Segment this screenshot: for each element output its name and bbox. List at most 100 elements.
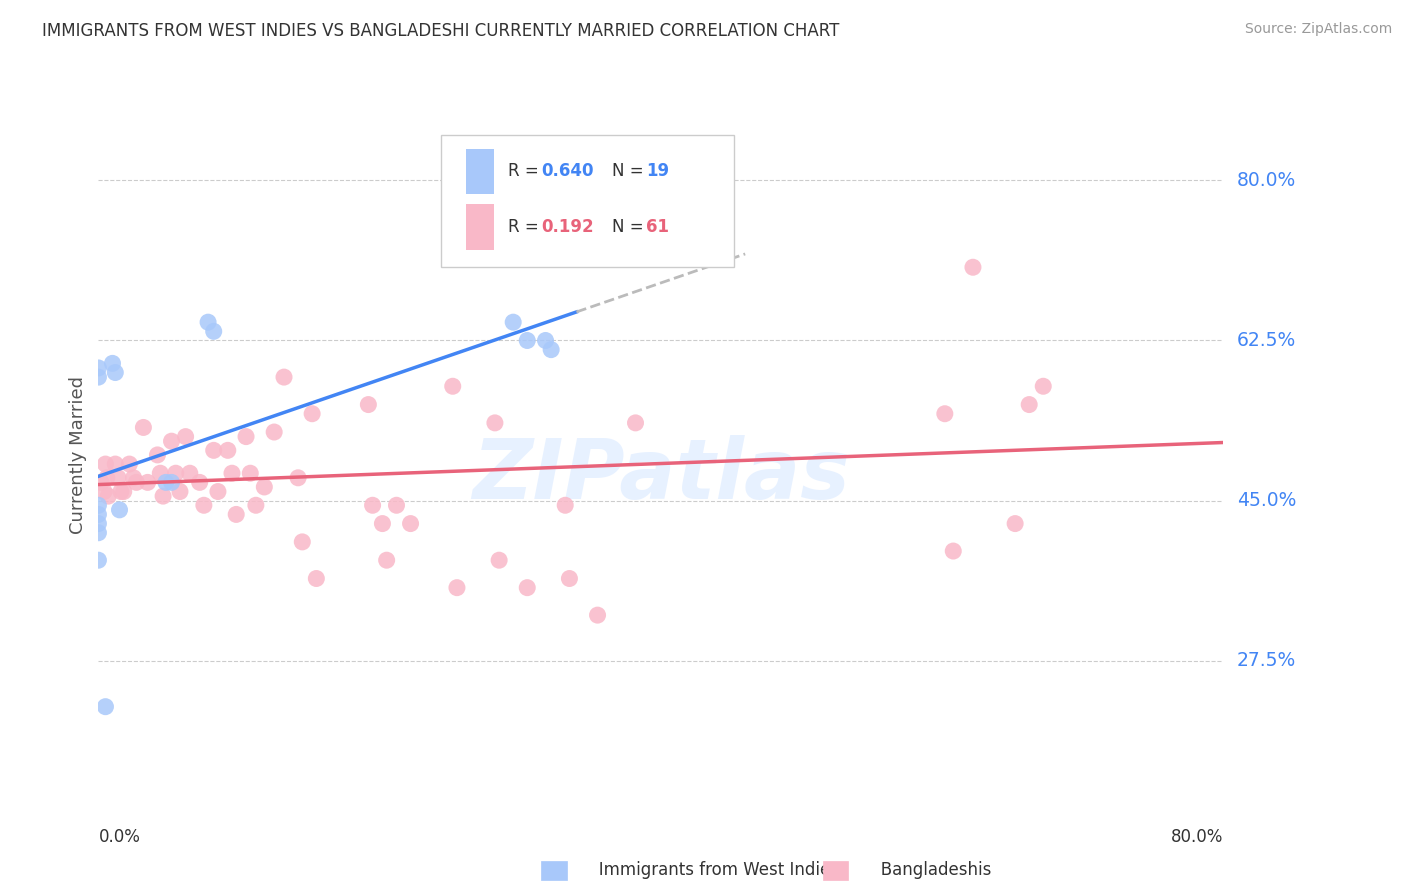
Point [87, 360, 110, 375]
Point [188, 475, 211, 490]
Point [540, 251, 562, 265]
Point [291, 534, 314, 549]
Text: 80.0%: 80.0% [1171, 828, 1223, 846]
Point [540, 343, 562, 357]
Point [207, 484, 229, 499]
Point [122, 471, 145, 485]
Point [239, 467, 262, 481]
Text: R =: R = [508, 162, 544, 180]
Text: 80.0%: 80.0% [1237, 170, 1296, 190]
Point [488, 553, 510, 567]
Point [534, 334, 557, 348]
Point [160, 475, 183, 490]
Point [1032, 379, 1054, 393]
Point [484, 416, 506, 430]
Point [202, 324, 225, 338]
Point [104, 457, 127, 471]
Point [94, 457, 117, 471]
Point [87, 516, 110, 531]
Point [107, 471, 129, 485]
Point [263, 425, 285, 439]
Point [179, 467, 201, 481]
Point [96, 471, 118, 485]
Point [118, 457, 141, 471]
Point [165, 467, 187, 481]
Text: IMMIGRANTS FROM WEST INDIES VS BANGLADESHI CURRENTLY MARRIED CORRELATION CHART: IMMIGRANTS FROM WEST INDIES VS BANGLADES… [42, 22, 839, 40]
Point [586, 608, 609, 623]
Point [104, 366, 127, 380]
Text: ZIPatlas: ZIPatlas [472, 435, 849, 516]
Point [301, 407, 323, 421]
Point [87, 498, 110, 512]
Text: 0.0%: 0.0% [98, 828, 141, 846]
Text: R =: R = [508, 218, 544, 236]
Text: 61: 61 [647, 218, 669, 236]
Point [174, 429, 197, 443]
FancyBboxPatch shape [467, 204, 495, 250]
Point [399, 516, 422, 531]
Point [87, 553, 110, 567]
Point [235, 429, 257, 443]
Point [273, 370, 295, 384]
Text: 19: 19 [647, 162, 669, 180]
Point [446, 581, 468, 595]
Text: Source: ZipAtlas.com: Source: ZipAtlas.com [1244, 22, 1392, 37]
Point [87, 525, 110, 540]
Point [152, 489, 174, 503]
Point [942, 544, 965, 558]
Point [502, 315, 524, 329]
Point [132, 420, 155, 434]
Point [101, 356, 124, 370]
Point [160, 434, 183, 449]
Text: 62.5%: 62.5% [1237, 331, 1296, 350]
Point [93, 484, 115, 499]
Point [225, 508, 247, 522]
Point [371, 516, 394, 531]
Point [516, 334, 538, 348]
Point [193, 498, 215, 512]
Point [245, 498, 267, 512]
Y-axis label: Currently Married: Currently Married [69, 376, 87, 534]
Text: 27.5%: 27.5% [1237, 651, 1296, 671]
Point [146, 448, 169, 462]
FancyBboxPatch shape [467, 149, 495, 194]
Point [624, 416, 647, 430]
Point [202, 443, 225, 458]
Point [97, 489, 120, 503]
Point [558, 572, 581, 586]
Point [375, 553, 398, 567]
Text: 0.192: 0.192 [541, 218, 595, 236]
Point [253, 480, 276, 494]
Point [108, 503, 131, 517]
Point [155, 475, 177, 490]
Text: 45.0%: 45.0% [1237, 491, 1296, 510]
Point [112, 484, 135, 499]
Point [94, 699, 117, 714]
Point [90, 475, 112, 490]
Text: N =: N = [613, 218, 650, 236]
Point [87, 508, 110, 522]
Point [441, 379, 464, 393]
Point [125, 475, 148, 490]
Point [357, 398, 380, 412]
Point [305, 572, 328, 586]
Point [962, 260, 984, 275]
Point [149, 467, 172, 481]
Point [385, 498, 408, 512]
Point [554, 498, 576, 512]
Point [287, 471, 309, 485]
Text: N =: N = [613, 162, 650, 180]
Point [136, 475, 159, 490]
Point [169, 484, 191, 499]
Text: Bangladeshis: Bangladeshis [844, 861, 991, 879]
Point [516, 581, 538, 595]
Point [934, 407, 956, 421]
Point [197, 315, 219, 329]
Text: Immigrants from West Indies: Immigrants from West Indies [562, 861, 839, 879]
Point [87, 370, 110, 384]
Point [1018, 398, 1040, 412]
Point [110, 484, 132, 499]
Point [1004, 516, 1026, 531]
Text: 0.640: 0.640 [541, 162, 595, 180]
Point [361, 498, 384, 512]
